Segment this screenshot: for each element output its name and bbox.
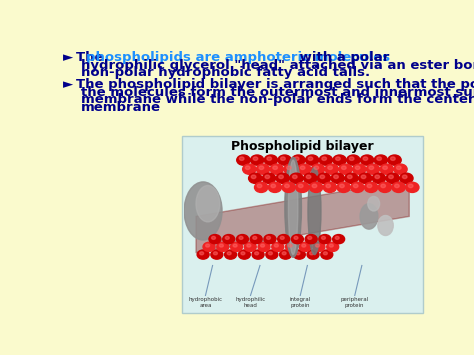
Text: phospholipids are amphoteric molecules: phospholipids are amphoteric molecules [86, 51, 390, 64]
Text: Phospholipid bilayer: Phospholipid bilayer [231, 140, 374, 153]
Text: ►: ► [63, 51, 73, 64]
Text: The: The [76, 51, 108, 64]
Text: membrane while the non-polar ends form the center of the: membrane while the non-polar ends form t… [82, 93, 474, 106]
Text: ►: ► [63, 78, 73, 92]
Text: The phospholipid bilayer is arranged such that the polar ends of: The phospholipid bilayer is arranged suc… [76, 78, 474, 92]
Text: membrane: membrane [82, 100, 161, 114]
Text: with a polar: with a polar [295, 51, 390, 64]
Text: hydrophilic glycerol "head" attached via an ester bond to two: hydrophilic glycerol "head" attached via… [82, 59, 474, 71]
FancyBboxPatch shape [182, 136, 423, 313]
Text: the molecules form the outermost and innermost surface of the: the molecules form the outermost and inn… [82, 86, 474, 99]
Text: non-polar hydrophobic fatty acid tails.: non-polar hydrophobic fatty acid tails. [82, 66, 370, 79]
